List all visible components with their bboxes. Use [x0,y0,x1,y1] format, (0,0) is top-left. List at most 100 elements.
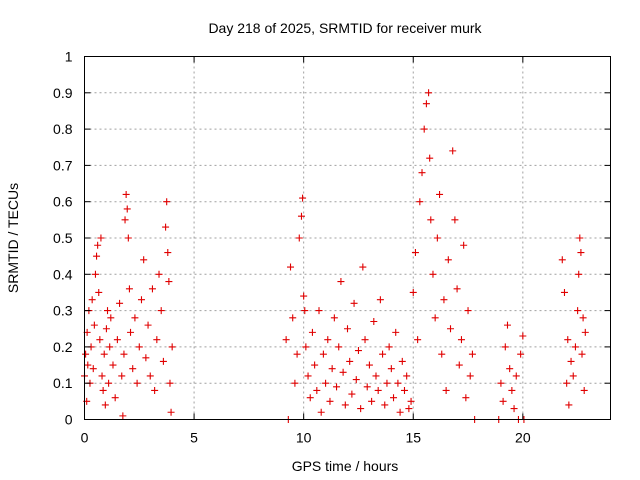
data-point [365,361,373,369]
data-point [330,314,338,322]
data-point [503,321,511,329]
data-point [564,336,572,344]
data-point [98,372,106,380]
data-point [359,263,367,271]
y-tick-label: 0.9 [53,85,73,101]
data-point [306,394,314,402]
data-point [460,241,468,249]
x-tick-label: 10 [296,430,312,446]
y-tick-label: 0 [65,412,73,428]
data-point [335,343,343,351]
data-point [442,386,450,394]
data-point [142,354,150,362]
data-point [118,372,126,380]
data-point [455,361,463,369]
data-point [462,394,470,402]
data-point [166,379,174,387]
data-point [133,379,141,387]
data-point [127,328,135,336]
data-point [429,270,437,278]
data-point [104,307,112,315]
data-point [89,365,97,373]
data-point [569,372,577,380]
data-point [346,357,354,365]
data-point [368,397,376,405]
data-point [392,328,400,336]
data-point [299,194,307,202]
data-point [468,350,476,358]
y-tick-label: 0.3 [53,303,73,319]
data-point [438,350,446,358]
data-point [135,343,143,351]
data-point [580,386,588,394]
data-point [381,401,389,409]
data-point [101,401,109,409]
data-point [383,379,391,387]
data-point [165,278,173,286]
data-point [94,241,102,249]
data-point [122,190,130,198]
data-point [107,314,115,322]
data-point [433,234,441,242]
data-point [99,386,107,394]
data-point [411,249,419,257]
data-point [339,368,347,376]
data-point [563,379,571,387]
data-point [121,216,129,224]
grid-lines [84,56,611,420]
y-tick-label: 0.8 [53,121,73,137]
data-point [519,332,527,340]
data-point [457,336,465,344]
data-point [372,372,380,380]
data-point [123,205,131,213]
data-point [385,343,393,351]
data-point [120,350,128,358]
data-point [301,307,309,315]
data-point [116,299,124,307]
data-point [363,383,371,391]
data-point [508,386,516,394]
data-point [370,317,378,325]
data-point [163,198,171,206]
data-point [319,350,327,358]
x-tick-label: 0 [81,430,89,446]
data-point [407,397,415,405]
data-point [167,408,175,416]
data-point [379,350,387,358]
data-point [315,307,323,315]
data-point [571,343,579,351]
data-point [106,343,114,351]
data-point [344,325,351,333]
data-point [109,361,117,369]
y-axis-label: SRMTID / TECUs [5,183,21,293]
data-point [153,336,161,344]
y-tick-label: 1 [65,49,73,65]
data-point [499,397,507,405]
data-point [140,256,148,264]
data-point [574,307,582,315]
data-point [350,299,358,307]
data-point [466,372,474,380]
data-point [131,314,139,322]
data-point [422,100,430,108]
data-point [436,190,444,198]
data-point [501,343,509,351]
x-axis-label: GPS time / hours [292,458,399,474]
data-point [317,408,325,416]
data-point [578,350,586,358]
data-point [394,379,402,387]
data-point [148,285,156,293]
data-point [295,234,303,242]
data-point [517,350,525,358]
data-point [361,336,369,344]
data-point [102,325,110,333]
data-point [357,405,365,413]
data-point [581,328,589,336]
data-point [577,249,585,257]
data-point [414,336,422,344]
data-points [81,89,589,423]
data-point [155,270,163,278]
data-point [431,314,439,322]
data-point [137,296,145,304]
